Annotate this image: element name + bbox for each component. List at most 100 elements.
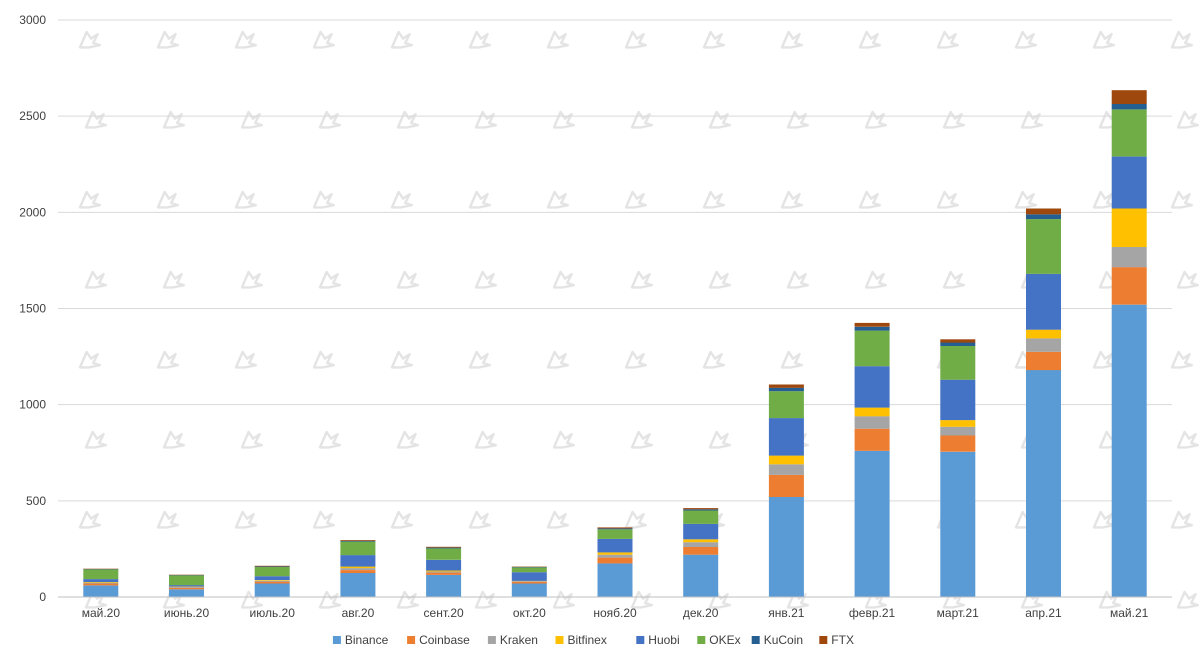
y-tick-label: 3000 [19,13,46,27]
watermark-icon [396,430,420,449]
watermark-icon [546,190,570,209]
bar-segment-coinbase [511,582,547,584]
watermark-icon [234,190,258,209]
watermark-icon [312,350,336,369]
bar-segment-binance [597,563,633,597]
watermark-icon [1014,190,1038,209]
bar-segment-kraken [340,568,376,570]
bar-stack [940,339,976,597]
bar-segment-bitfinex [854,407,890,417]
bar-segment-kucoin [854,326,890,331]
legend-swatch [819,636,828,644]
bar-segment-kraken [768,464,804,475]
watermark-icon [312,190,336,209]
x-tick-label: авг.20 [342,606,375,620]
bar-stack [169,574,204,597]
bar-segment-coinbase [254,581,290,584]
watermark-icon [390,350,414,369]
bar-segment-huobi [511,572,547,581]
watermark-icon [468,510,492,529]
bar-segment-kucoin [597,528,633,530]
x-tick-label: февр.21 [849,606,896,620]
bar-segment-coinbase [683,547,719,555]
x-axis-ticks: май.20 июнь.20 июль.20 авг.20 сент.20 окт.20 н… [82,606,1149,620]
bar-segment-kraken [511,581,547,582]
bar-segment-bitfinex [340,566,376,569]
watermark-icon [630,430,654,449]
legend-label: OKEx [709,633,740,647]
bar-segment-ftx [1026,208,1061,215]
watermark-icon [474,430,498,449]
bar-segment-okex [254,567,290,577]
watermark-icon [780,350,804,369]
watermark-icon [1176,430,1200,449]
watermark-icon [864,270,888,289]
watermark-icon [936,30,960,49]
watermark-icon [312,510,336,529]
legend-item: Bitfinex [555,633,607,647]
watermark-icon [546,30,570,49]
bar-segment-bitfinex [940,420,976,427]
bar-segment-kucoin [683,509,719,511]
bar-segment-kraken [1111,247,1147,268]
bar-stack [597,527,633,597]
watermark-icon [162,110,186,129]
legend-swatch [636,636,645,644]
bar-segment-kraken [426,571,462,573]
bar-segment-coinbase [426,572,462,575]
watermark-icon [396,110,420,129]
watermark-icon [936,190,960,209]
bar-segment-bitfinex [597,552,633,555]
watermark-icon [942,110,966,129]
y-tick-label: 0 [39,590,46,604]
watermark-icon [624,350,648,369]
bar-segment-kucoin [1026,214,1061,220]
bars [83,90,1147,597]
watermark-icon [858,30,882,49]
x-tick-label: окт.20 [513,606,546,620]
watermark-icon [702,30,726,49]
bar-segment-coinbase [1026,351,1061,371]
bar-stack [1111,90,1147,597]
bar-segment-kraken [254,580,290,582]
bar-segment-okex [683,510,719,524]
watermark-icon [1176,110,1200,129]
watermark-icon [240,110,264,129]
watermark-icon [708,110,732,129]
y-tick-label: 500 [26,494,46,508]
bar-segment-binance [1026,370,1061,597]
bar-segment-binance [169,589,204,597]
watermark-icon [702,350,726,369]
watermark-icon [552,270,576,289]
gridlines [58,19,1172,502]
watermark-icon [156,350,180,369]
bar-segment-kucoin [254,566,290,567]
bar-segment-coinbase [940,435,976,452]
watermark-icon [546,510,570,529]
bar-stack [83,568,119,597]
watermark-icon [624,510,648,529]
watermark-icon [1170,190,1194,209]
legend-label: Huobi [648,633,679,647]
bar-segment-okex [768,391,804,419]
watermark-icon [234,510,258,529]
legend-item: FTX [819,633,854,647]
bar-segment-huobi [1111,156,1147,209]
watermark-icon [780,190,804,209]
bar-segment-kraken [854,416,890,429]
legend-item: Huobi [636,633,680,647]
bar-segment-huobi [683,523,719,540]
watermark-icon [702,190,726,209]
legend-item: Kraken [487,633,538,647]
legend-item: Binance [332,633,389,647]
bar-segment-kraken [169,587,204,588]
legend-swatch [697,636,706,644]
bar-segment-huobi [854,366,890,408]
y-axis-ticks: 0 500 1000 1500 2000 2500 3000 [19,13,46,604]
bar-segment-ftx [597,527,633,529]
bar-segment-kucoin [340,540,376,542]
watermark-icon [708,270,732,289]
bar-segment-huobi [940,379,976,421]
watermark-icon [624,190,648,209]
bar-stack [683,508,719,597]
